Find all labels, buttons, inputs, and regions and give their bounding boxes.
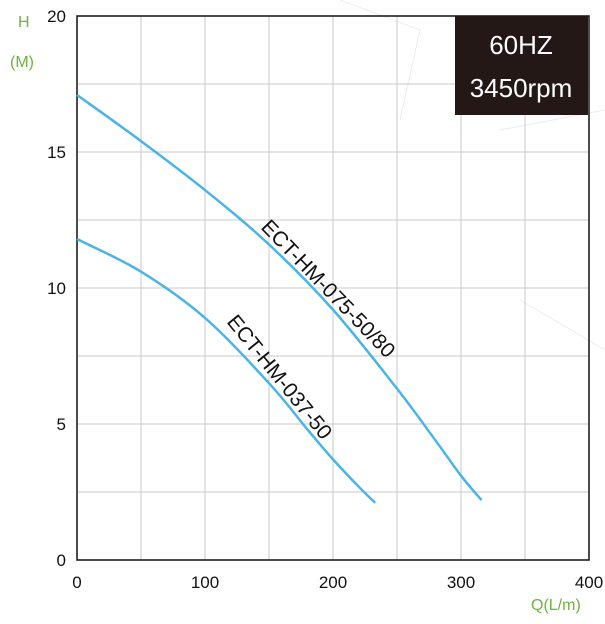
frequency-badge-bg bbox=[455, 16, 588, 115]
y-tick-label: 10 bbox=[47, 279, 66, 298]
series-line-0 bbox=[76, 93, 483, 501]
y-tick-label: 15 bbox=[47, 143, 66, 162]
y-tick-label: 20 bbox=[47, 7, 66, 26]
x-tick-label: 300 bbox=[447, 573, 475, 592]
series-label-ect-hm-075: ECT-HM-075-50/80 bbox=[256, 215, 399, 362]
x-tick-label: 100 bbox=[191, 573, 219, 592]
x-axis-label: Q(L/m) bbox=[531, 597, 581, 614]
y-tick-label: 5 bbox=[57, 415, 66, 434]
series-layer bbox=[76, 93, 483, 504]
x-tick-label: 0 bbox=[72, 573, 81, 592]
x-tick-label: 400 bbox=[575, 573, 603, 592]
y-axis-label-h: H bbox=[18, 14, 30, 31]
series-line-1 bbox=[76, 237, 377, 504]
x-tick-label: 200 bbox=[319, 573, 347, 592]
y-axis-label-unit: (M) bbox=[10, 54, 34, 71]
plot-frame bbox=[76, 15, 590, 561]
tick-labels: 0 100 200 300 400 0 5 10 15 20 bbox=[47, 7, 603, 592]
frequency-badge: 60HZ 3450rpm bbox=[455, 16, 588, 115]
badge-frequency: 60HZ bbox=[489, 30, 553, 60]
badge-rpm: 3450rpm bbox=[470, 73, 573, 103]
y-tick-label: 0 bbox=[57, 551, 66, 570]
